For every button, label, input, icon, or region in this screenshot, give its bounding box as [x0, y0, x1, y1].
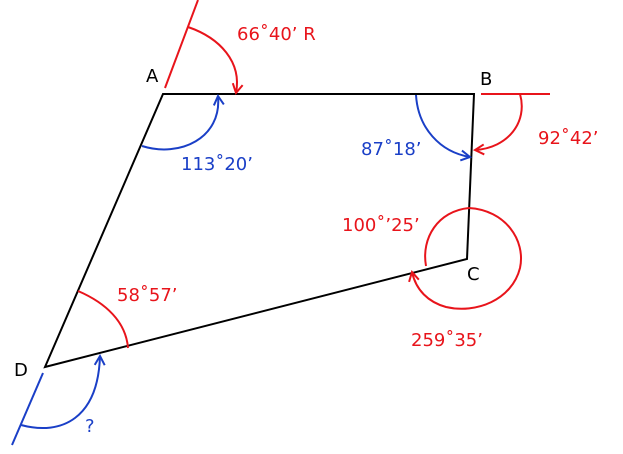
reference-line-a	[164, 0, 199, 89]
reference-line-d	[11, 372, 44, 446]
exterior-arc-c	[412, 207, 522, 310]
bearing-arc-b	[475, 93, 523, 150]
unknown-label-d: ?	[85, 416, 95, 437]
bearing-label-b: 92˚42’	[538, 128, 599, 149]
interior-label-d: 58˚57’	[117, 285, 178, 306]
vertex-label-c: C	[467, 264, 480, 285]
bearing-label-a: 66˚40’ R	[237, 24, 316, 45]
interior-arc-d	[77, 290, 129, 349]
interior-arc-b	[415, 94, 470, 157]
vertex-label-b: B	[480, 69, 492, 90]
interior-arc-a	[141, 96, 218, 151]
bearing-arc-a	[187, 26, 237, 93]
interior-label-a: 113˚20’	[181, 154, 253, 175]
interior-arc-c	[424, 207, 470, 267]
vertex-label-d: D	[14, 360, 28, 381]
unknown-arc-d	[20, 356, 100, 429]
exterior-label-c: 259˚35’	[411, 330, 483, 351]
vertex-label-a: A	[146, 66, 159, 87]
interior-label-b: 87˚18’	[361, 139, 422, 160]
quadrilateral-outline	[43, 93, 476, 369]
interior-label-c: 100˚’25’	[342, 215, 420, 236]
